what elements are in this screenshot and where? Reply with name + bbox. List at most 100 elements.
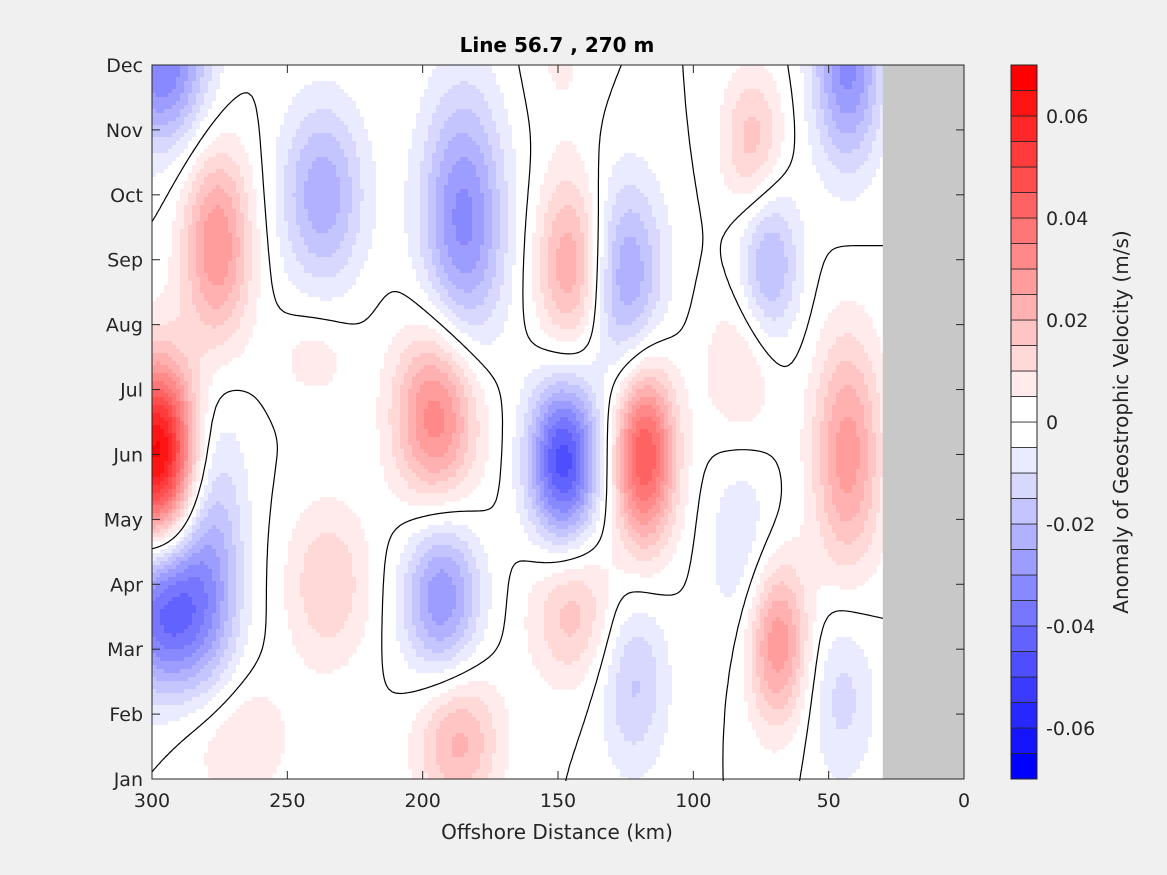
contour-cell (564, 69, 569, 74)
contour-cell (392, 81, 397, 86)
contour-cell (764, 149, 769, 154)
contour-cell (368, 81, 373, 86)
contour-cell (444, 89, 449, 94)
contour-cell (796, 141, 801, 146)
contour-cell (276, 141, 281, 146)
contour-cell (240, 77, 245, 82)
contour-cell (564, 85, 569, 90)
contour-cell (300, 193, 305, 198)
contour-cell (852, 165, 857, 170)
contour-cell (648, 185, 653, 190)
contour-cell (508, 169, 513, 174)
contour-cell (512, 73, 517, 78)
contour-cell (500, 129, 505, 134)
contour-cell (640, 101, 645, 106)
contour-cell (356, 165, 361, 170)
contour-cell (640, 109, 645, 114)
contour-cell (348, 153, 353, 158)
contour-cell (456, 141, 461, 146)
contour-cell (492, 133, 497, 138)
contour-cell (604, 149, 609, 154)
contour-cell (196, 157, 201, 162)
contour-cell (180, 145, 185, 150)
contour-cell (396, 73, 401, 78)
contour-cell (296, 141, 301, 146)
contour-cell (520, 125, 525, 130)
contour-cell (384, 101, 389, 106)
contour-cell (296, 101, 301, 106)
contour-cell (656, 121, 661, 126)
contour-cell (336, 97, 341, 102)
contour-cell (520, 181, 525, 186)
contour-cell (320, 125, 325, 130)
contour-cell (640, 77, 645, 82)
contour-cell (328, 77, 333, 82)
contour-cell (188, 185, 193, 190)
contour-cell (208, 197, 213, 202)
contour-cell (420, 129, 425, 134)
contour-cell (172, 125, 177, 130)
contour-cell (292, 89, 297, 94)
contour-cell (824, 77, 829, 82)
contour-cell (624, 153, 629, 158)
contour-cell (864, 173, 869, 178)
contour-cell (248, 197, 253, 202)
contour-cell (800, 77, 805, 82)
contour-cell (376, 189, 381, 194)
contour-cell (172, 161, 177, 166)
contour-cell (832, 101, 837, 106)
contour-cell (224, 165, 229, 170)
contour-cell (288, 165, 293, 170)
contour-cell (644, 117, 649, 122)
contour-cell (632, 85, 637, 90)
contour-cell (504, 153, 509, 158)
contour-cell (340, 93, 345, 98)
contour-cell (368, 121, 373, 126)
contour-cell (468, 97, 473, 102)
contour-cell (768, 109, 773, 114)
contour-cell (236, 81, 241, 86)
contour-cell (652, 65, 657, 70)
contour-cell (636, 129, 641, 134)
contour-cell (816, 165, 821, 170)
contour-cell (272, 157, 277, 162)
contour-cell (748, 141, 753, 146)
contour-cell (364, 125, 369, 130)
contour-cell (492, 101, 497, 106)
contour-cell (316, 77, 321, 82)
contour-cell (220, 197, 225, 202)
contour-cell (784, 177, 789, 182)
contour-cell (440, 137, 445, 142)
contour-cell (784, 185, 789, 190)
contour-cell (748, 189, 753, 194)
contour-cell (456, 153, 461, 158)
contour-cell (308, 117, 313, 122)
contour-cell (160, 109, 165, 114)
contour-cell (436, 65, 441, 70)
contour-cell (496, 77, 501, 82)
contour-cell (756, 97, 761, 102)
contour-cell (800, 69, 805, 74)
contour-cell (284, 129, 289, 134)
contour-cell (404, 65, 409, 70)
contour-cell (648, 117, 653, 122)
contour-cell (668, 189, 673, 194)
contour-cell (364, 97, 369, 102)
contour-cell (192, 189, 197, 194)
contour-cell (460, 133, 465, 138)
contour-cell (356, 125, 361, 130)
contour-cell (796, 97, 801, 102)
contour-cell (724, 157, 729, 162)
contour-cell (492, 161, 497, 166)
contour-cell (660, 69, 665, 74)
contour-cell (356, 77, 361, 82)
contour-cell (516, 141, 521, 146)
contour-cell (416, 73, 421, 78)
contour-cell (324, 125, 329, 130)
contour-cell (240, 81, 245, 86)
contour-cell (860, 73, 865, 78)
contour-cell (812, 77, 817, 82)
contour-cell (764, 85, 769, 90)
contour-cell (808, 165, 813, 170)
contour-cell (340, 149, 345, 154)
